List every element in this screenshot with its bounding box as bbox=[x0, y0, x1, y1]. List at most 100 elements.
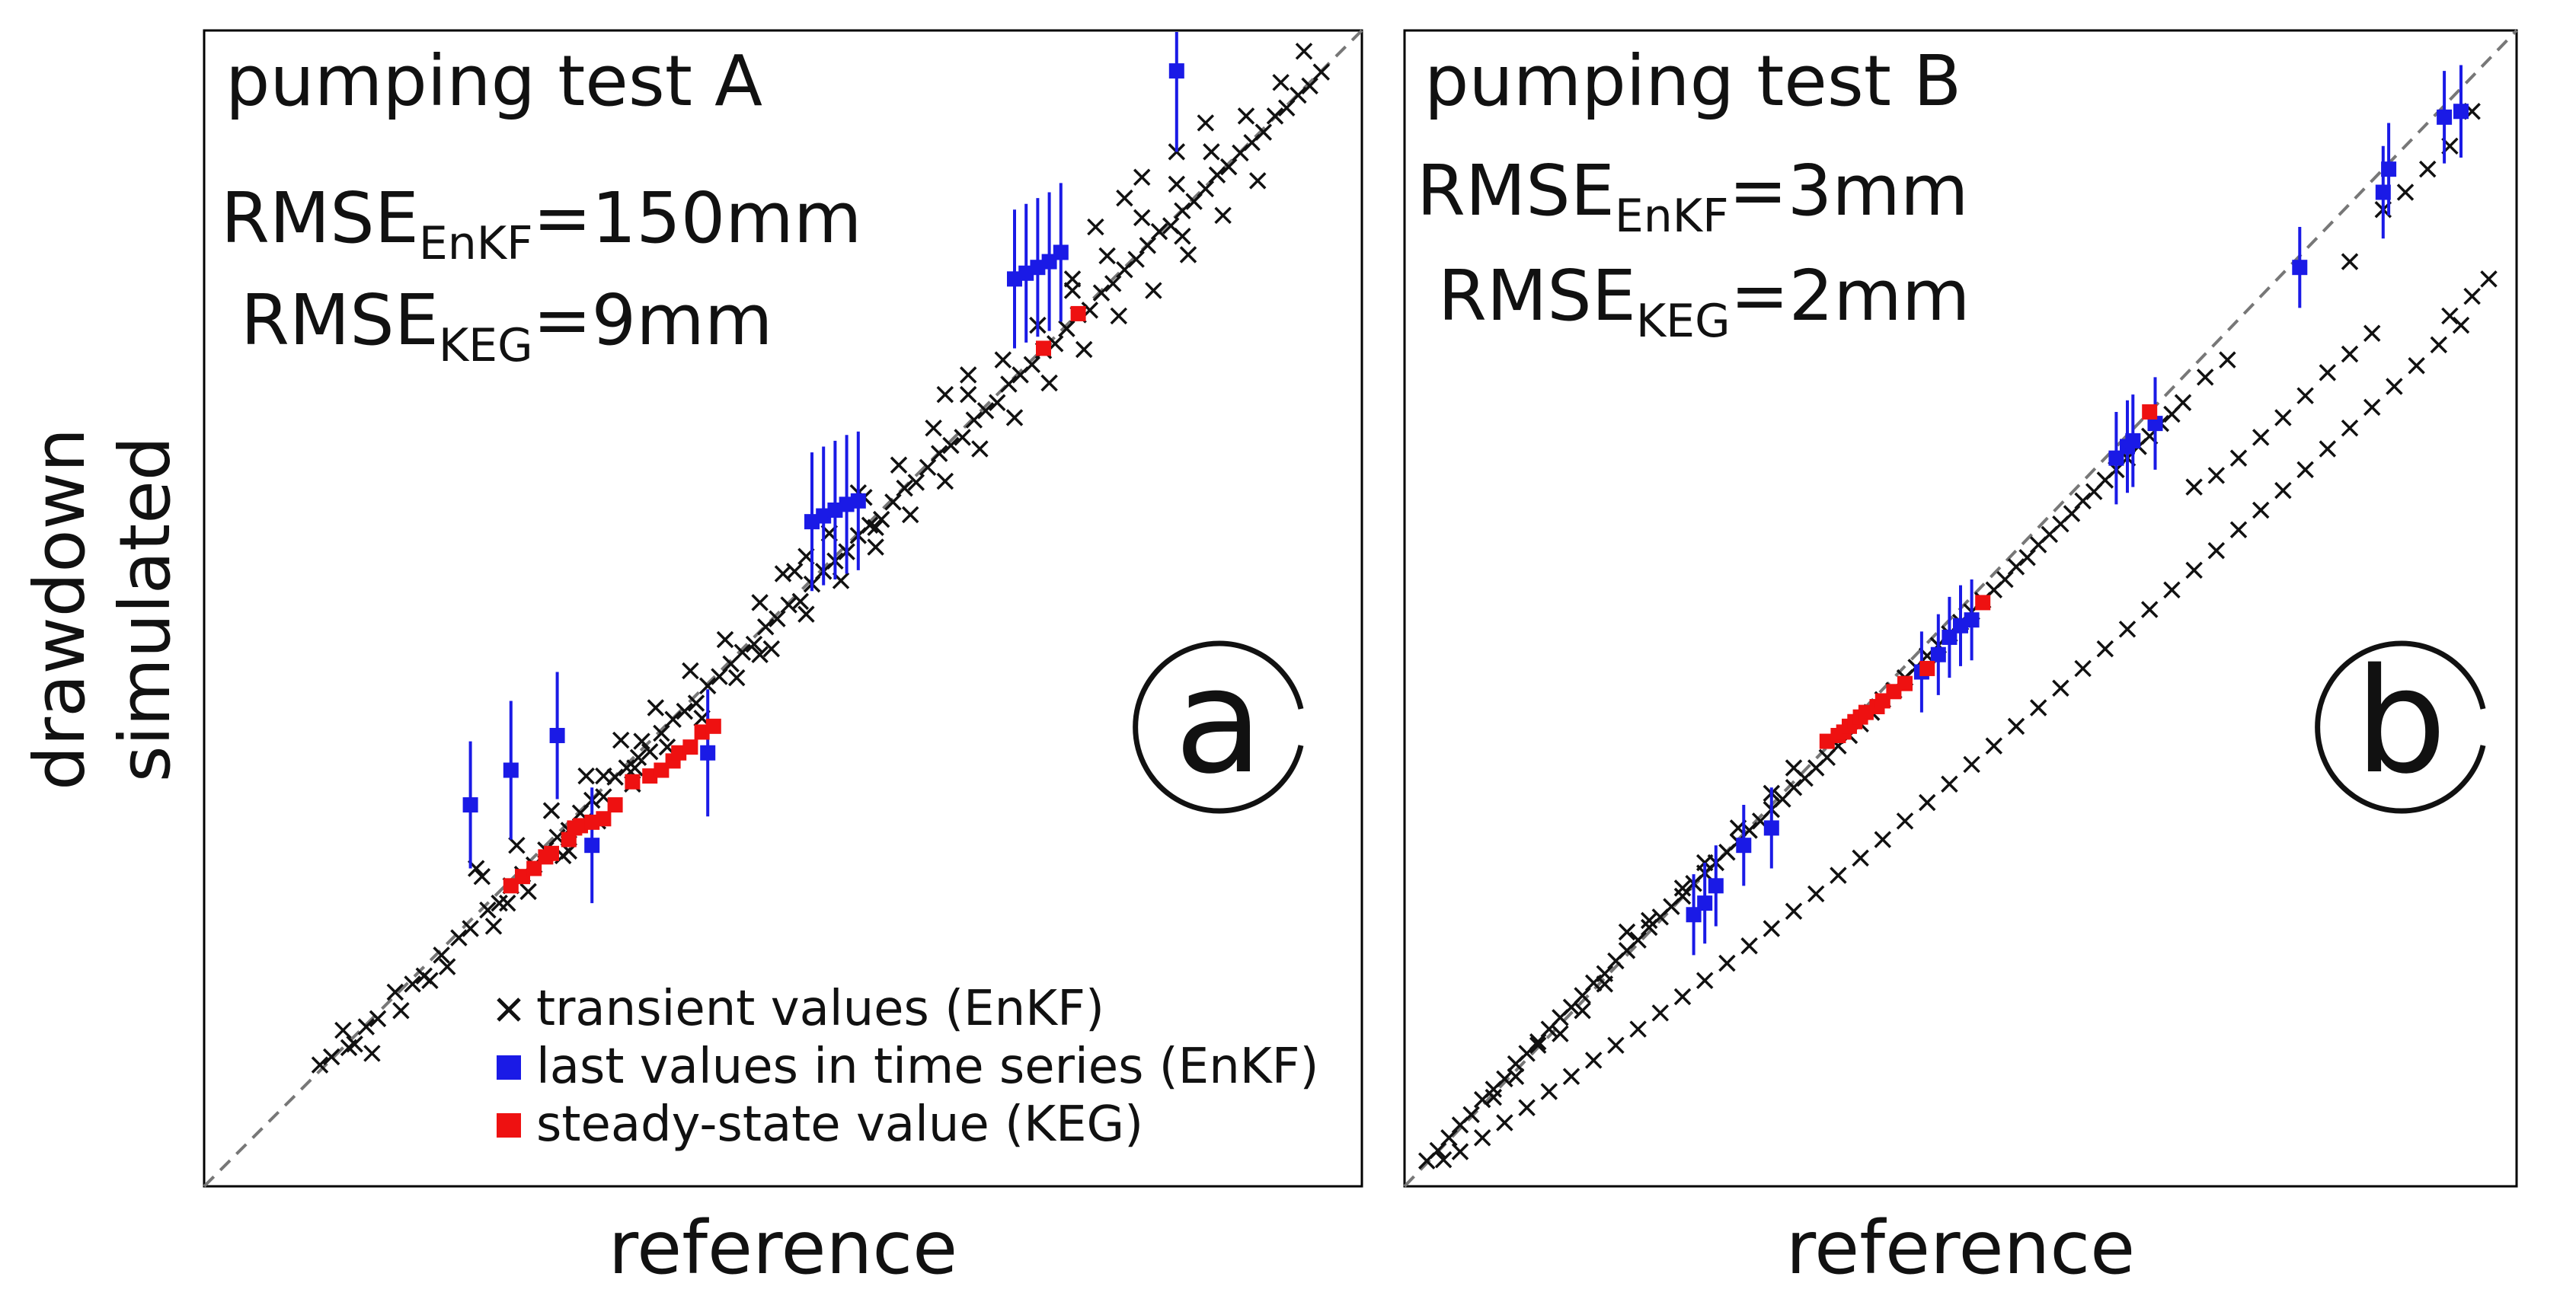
transient-point-stroke bbox=[745, 635, 763, 653]
transient-point bbox=[1896, 812, 1914, 830]
transient-point-stroke bbox=[1133, 168, 1151, 187]
transient-point-stroke bbox=[467, 860, 485, 877]
transient-point bbox=[1941, 775, 1958, 793]
panel-letter-circle bbox=[1133, 640, 1304, 814]
transient-point bbox=[357, 1018, 376, 1036]
transient-point-stroke bbox=[369, 1010, 387, 1028]
transient-point-stroke bbox=[1485, 1088, 1503, 1106]
last-value-point bbox=[827, 502, 843, 518]
transient-point-stroke bbox=[2219, 351, 2236, 369]
transient-point-stroke bbox=[322, 1048, 340, 1066]
last-value-point bbox=[2437, 109, 2453, 125]
transient-point-stroke bbox=[988, 394, 1006, 412]
legend-marker-stroke bbox=[497, 997, 521, 1022]
transient-point-stroke bbox=[629, 748, 647, 767]
transient-point-stroke bbox=[1168, 175, 1186, 193]
transient-point-stroke bbox=[2452, 316, 2470, 334]
transient-point bbox=[2480, 270, 2498, 288]
steady-state-point bbox=[526, 860, 542, 876]
transient-point bbox=[2363, 398, 2381, 417]
panel-title-a: pumping test A bbox=[225, 40, 762, 122]
transient-point bbox=[1640, 911, 1658, 930]
transient-point bbox=[1023, 356, 1041, 373]
transient-point bbox=[1197, 114, 1215, 132]
transient-point bbox=[2140, 601, 2159, 618]
transient-point-stroke bbox=[664, 710, 682, 728]
data-layer-a bbox=[311, 32, 1331, 1074]
transient-point-stroke bbox=[1852, 849, 1869, 867]
last-value-point bbox=[2381, 161, 2397, 177]
transient-point-stroke bbox=[2396, 184, 2415, 201]
transient-point-stroke bbox=[890, 456, 908, 474]
transient-point-stroke bbox=[1127, 251, 1145, 268]
transient-point-stroke bbox=[438, 958, 456, 975]
transient-point bbox=[1063, 270, 1082, 288]
last-value-point bbox=[584, 838, 600, 854]
last-value-point bbox=[1030, 260, 1046, 276]
transient-point bbox=[890, 456, 908, 474]
data-layer-b bbox=[1417, 65, 2498, 1170]
transient-point-stroke bbox=[479, 901, 497, 919]
transient-point-stroke bbox=[658, 738, 676, 756]
transient-point bbox=[1763, 920, 1781, 937]
transient-point-stroke bbox=[334, 1021, 352, 1039]
transient-point-stroke bbox=[1197, 114, 1215, 132]
transient-point-stroke bbox=[1139, 237, 1157, 254]
transient-point bbox=[762, 640, 781, 658]
transient-point bbox=[1301, 77, 1318, 95]
transient-point bbox=[2052, 679, 2069, 697]
transient-point bbox=[2319, 440, 2337, 458]
transient-point bbox=[2229, 449, 2248, 467]
transient-point bbox=[2430, 336, 2448, 354]
transient-point-stroke bbox=[1092, 284, 1111, 302]
transient-point-stroke bbox=[433, 946, 450, 964]
transient-point-stroke bbox=[1174, 202, 1191, 220]
transient-point bbox=[404, 975, 421, 993]
transient-point-stroke bbox=[2118, 621, 2137, 638]
transient-point-stroke bbox=[1301, 77, 1318, 95]
transient-point bbox=[1179, 246, 1197, 263]
transient-point bbox=[774, 565, 792, 582]
transient-point bbox=[1473, 1129, 1491, 1147]
transient-point bbox=[491, 894, 508, 912]
transient-point-stroke bbox=[1272, 74, 1290, 91]
transient-point-stroke bbox=[762, 640, 781, 658]
transient-point-stroke bbox=[2252, 501, 2270, 519]
transient-point bbox=[716, 630, 734, 649]
steady-state-point bbox=[1975, 595, 1991, 611]
transient-point-stroke bbox=[2363, 324, 2381, 342]
transient-point-stroke bbox=[971, 440, 989, 458]
last-value-point bbox=[1942, 629, 1958, 645]
transient-point-stroke bbox=[1941, 775, 1958, 793]
transient-point-stroke bbox=[751, 646, 769, 663]
last-value-point bbox=[1697, 895, 1713, 911]
transient-point-stroke bbox=[976, 402, 995, 420]
transient-point bbox=[633, 732, 650, 750]
transient-point-stroke bbox=[595, 788, 612, 806]
steady-state-point bbox=[607, 797, 623, 813]
transient-point-stroke bbox=[1985, 737, 2003, 755]
transient-point-stroke bbox=[1087, 218, 1104, 236]
transient-point bbox=[2274, 481, 2292, 499]
transient-point-stroke bbox=[2096, 640, 2114, 658]
transient-point-stroke bbox=[936, 472, 954, 490]
transient-point-stroke bbox=[2163, 581, 2181, 598]
steady-state-point bbox=[515, 869, 530, 885]
transient-point bbox=[733, 643, 752, 661]
transient-point bbox=[976, 402, 995, 420]
transient-point-stroke bbox=[698, 677, 717, 694]
transient-point bbox=[1139, 237, 1157, 254]
transient-point-stroke bbox=[2341, 419, 2359, 437]
transient-point-stroke bbox=[1807, 885, 1825, 903]
rmse-label: RMSEEnKF=3mm bbox=[1417, 150, 1968, 243]
transient-point bbox=[698, 677, 717, 694]
transient-point bbox=[1295, 43, 1313, 60]
transient-point-stroke bbox=[2140, 601, 2159, 618]
transient-point-stroke bbox=[884, 493, 902, 511]
transient-point bbox=[1272, 74, 1290, 91]
transient-point bbox=[2363, 324, 2381, 342]
transient-point-stroke bbox=[2319, 440, 2337, 458]
rmse-prefix: RMSE bbox=[221, 177, 419, 259]
transient-point-stroke bbox=[1023, 356, 1041, 373]
transient-point bbox=[1168, 175, 1186, 193]
